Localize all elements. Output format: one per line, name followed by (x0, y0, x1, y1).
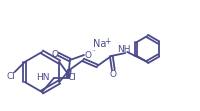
Text: Na: Na (93, 39, 106, 49)
Text: Cl: Cl (6, 71, 15, 80)
Text: O: O (84, 51, 91, 59)
Text: O: O (109, 69, 116, 78)
Text: HN: HN (36, 72, 50, 81)
Text: NH: NH (117, 45, 130, 54)
Text: Cl: Cl (68, 72, 76, 81)
Text: ⁻: ⁻ (91, 48, 95, 56)
Text: +: + (103, 37, 110, 46)
Text: O: O (51, 50, 58, 58)
